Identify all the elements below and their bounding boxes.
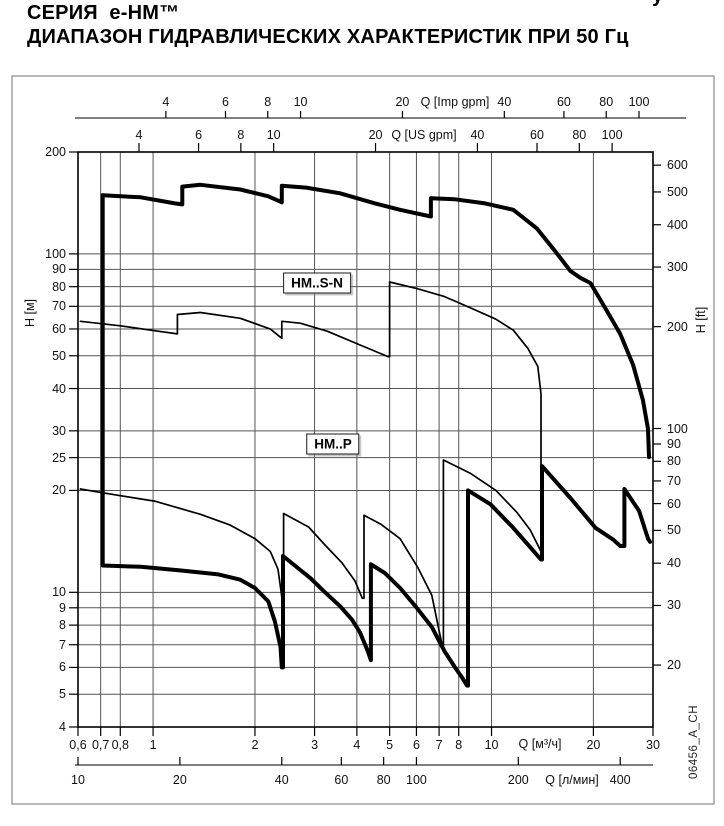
m3h-tick-label: 0,7 [91,737,110,752]
h-m-tick-label: 5 [59,686,66,701]
h-ft-tick-label: 200 [667,319,688,334]
axis-title-us-gpm: Q [US gpm] [391,127,457,142]
imp-gpm-tick-label: 6 [222,94,229,109]
l-min-tick-label: 10 [71,772,85,787]
axis-title-l-min: Q [л/мин] [545,772,599,787]
l-min-tick-label: 80 [376,772,391,787]
h-ft-tick-label: 30 [667,598,681,613]
h-m-tick-label: 6 [59,660,66,675]
page-title-range: ДИАПАЗОН ГИДРАВЛИЧЕСКИХ ХАРАКТЕРИСТИК ПР… [27,26,629,48]
h-m-tick-label: 20 [52,483,66,498]
h-m-tick-label: 7 [59,637,66,652]
h-ft-tick-label: 500 [667,184,688,199]
l-min-tick-label: 200 [507,772,529,787]
axis-title-m3h: Q [м³/ч] [518,736,562,751]
m3h-tick-label: 20 [586,737,601,752]
h-ft-tick-label: 80 [667,454,681,469]
curve-thick-hm-p-boundary-with-left-limit-thick- [100,193,652,688]
us-gpm-tick-label: 10 [266,127,281,142]
curve-thin-hm-s-n-lower-boundary-thin- [79,281,542,555]
h-m-tick-label: 8 [59,617,66,632]
h-m-tick-label: 30 [52,423,66,438]
us-gpm-tick-label: 80 [572,127,587,142]
plot-frame [77,151,654,728]
h-ft-tick-label: 600 [667,157,688,172]
us-gpm-tick-label: 60 [530,127,544,142]
m3h-tick-label: 1 [149,737,157,752]
h-m-tick-label: 9 [59,600,66,615]
h-ft-tick-label: 50 [667,523,681,538]
range-label-hm-p: HM..P [306,433,360,455]
imp-gpm-tick-label: 20 [395,94,410,109]
h-m-tick-label: 100 [45,246,66,261]
h-ft-tick-label: 90 [667,436,681,451]
l-min-tick-label: 20 [172,772,187,787]
h-ft-tick-label: 70 [667,473,681,488]
imp-gpm-tick-label: 8 [264,94,272,109]
cropped-text-fragment: у [652,0,676,9]
page-title-series: СЕРИЯ e-HM™ [27,2,180,24]
h-ft-tick-label: 100 [667,421,688,436]
m3h-tick-label: 10 [484,737,499,752]
imp-gpm-tick-label: 60 [556,94,571,109]
l-min-tick-label: 40 [274,772,289,787]
axis-title-imp-gpm: Q [Imp gpm] [420,94,490,109]
imp-gpm-tick-label: 40 [497,94,512,109]
h-m-tick-label: 40 [52,381,66,396]
range-label-hm-s-n: HM..S-N [283,272,351,294]
m3h-tick-label: 5 [386,737,394,752]
h-m-tick-label: 70 [52,299,66,314]
h-ft-tick-label: 40 [667,555,681,570]
imp-gpm-tick-label: 10 [293,94,308,109]
h-m-tick-label: 200 [45,144,66,159]
us-gpm-tick-label: 6 [195,127,203,142]
m3h-tick-label: 4 [353,737,361,752]
m3h-tick-label: 7 [435,737,443,752]
m3h-tick-label: 30 [646,737,660,752]
l-min-tick-label: 400 [609,772,631,787]
m3h-tick-label: 3 [311,737,319,752]
h-m-tick-label: 10 [52,585,66,600]
h-ft-tick-label: 400 [667,217,688,232]
imp-gpm-tick-label: 4 [162,94,170,109]
l-min-tick-label: 60 [334,772,349,787]
us-gpm-tick-label: 8 [237,127,245,142]
us-gpm-tick-label: 40 [470,127,485,142]
h-m-tick-label: 4 [59,719,66,734]
h-m-tick-label: 90 [52,262,66,277]
curve-thick-hm-s-n-upper-boundary-thick- [100,182,651,460]
m3h-tick-label: 6 [412,737,420,752]
m3h-tick-label: 0,8 [111,737,129,752]
h-m-tick-label: 25 [52,450,66,465]
m3h-tick-label: 2 [251,737,259,752]
h-m-tick-label: 60 [52,321,66,336]
figure-border [11,75,715,805]
h-ft-tick-label: 60 [667,496,681,511]
curve-thin-hm-p-upper-boundary-thin- [79,459,542,648]
h-ft-tick-label: 20 [667,657,681,672]
us-gpm-tick-label: 4 [135,127,143,142]
l-min-tick-label: 100 [406,772,427,787]
h-ft-tick-label: 300 [667,259,688,274]
h-m-tick-label: 80 [52,279,66,294]
imp-gpm-tick-label: 100 [628,94,650,109]
m3h-tick-label: 0,6 [69,737,87,752]
us-gpm-tick-label: 100 [601,127,623,142]
h-m-tick-label: 50 [52,348,66,363]
us-gpm-tick-label: 20 [368,127,383,142]
m3h-tick-label: 8 [455,737,463,752]
imp-gpm-tick-label: 80 [599,94,614,109]
